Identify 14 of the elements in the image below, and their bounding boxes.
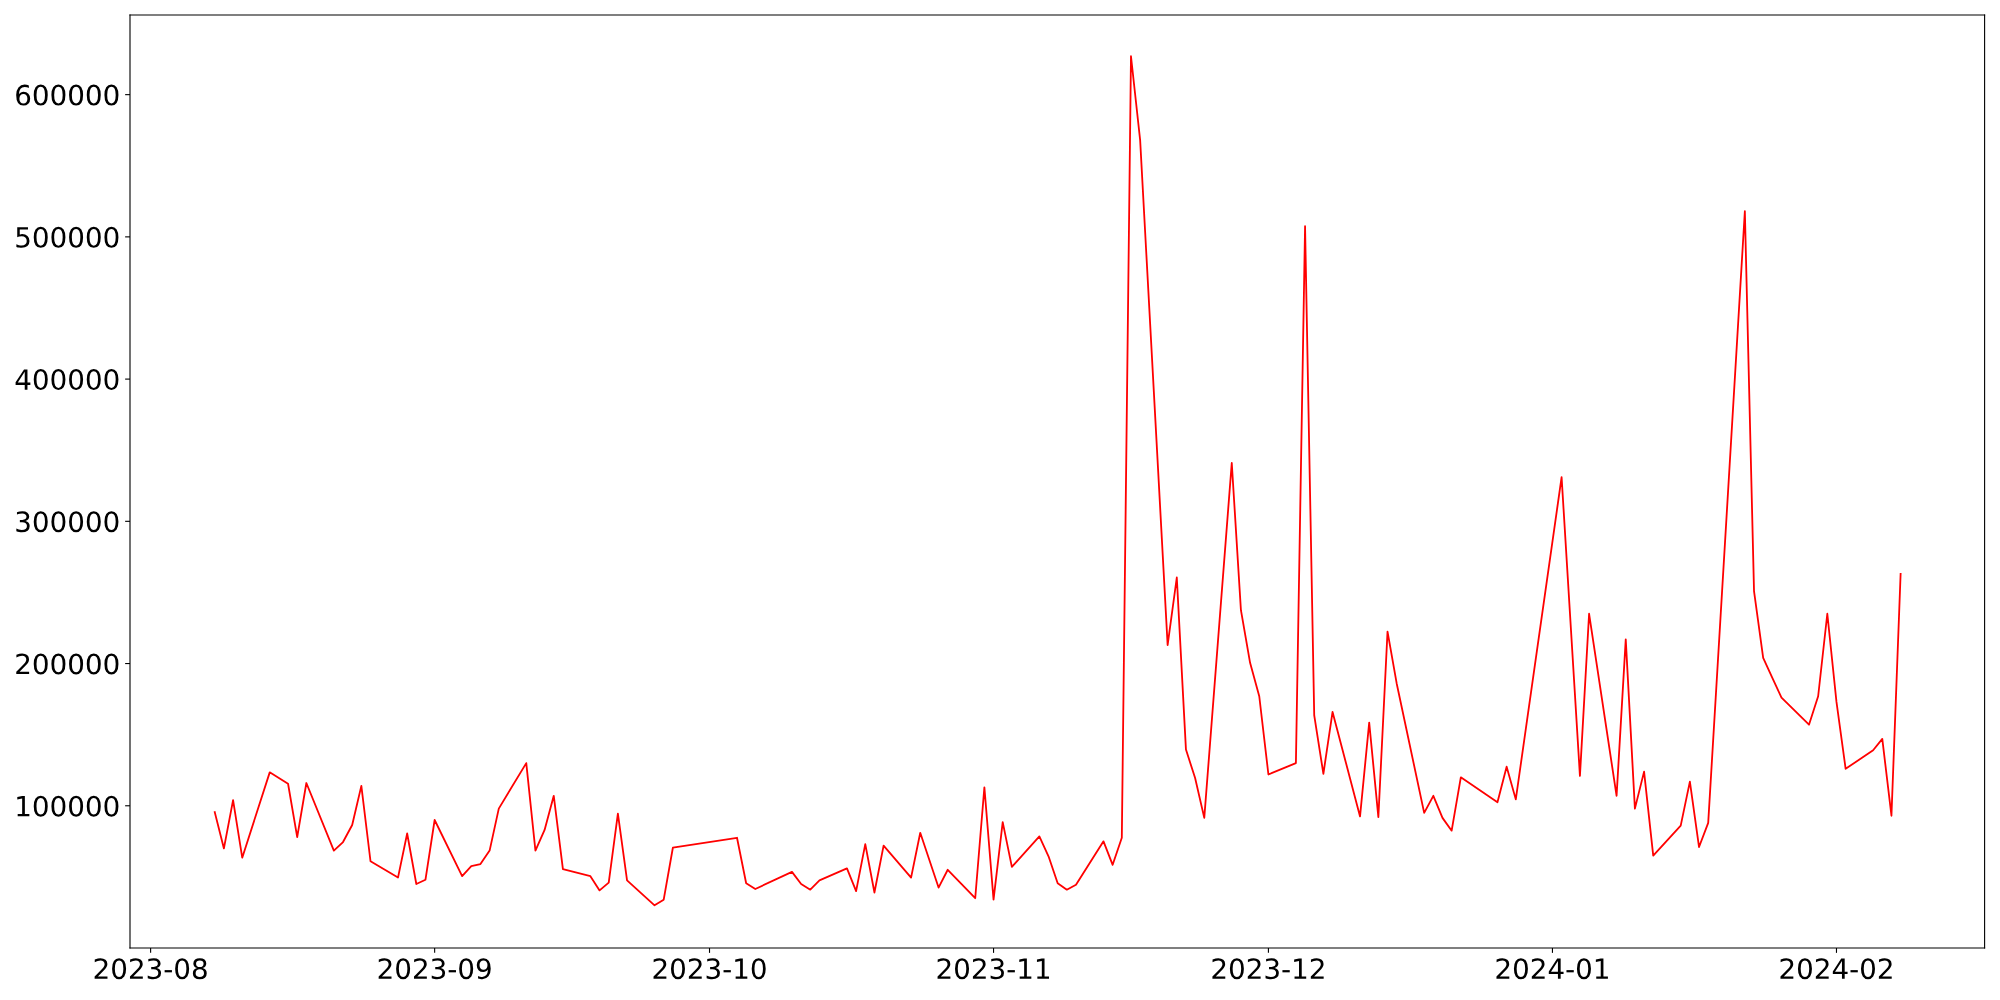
x-tick-label: 2023-12 — [1212, 958, 1324, 980]
y-tick-label: 200000 — [16, 653, 119, 675]
x-tick-label: 2024-01 — [1496, 958, 1608, 980]
y-tick-label: 500000 — [16, 226, 119, 248]
line-series — [213, 55, 1902, 907]
x-tick-label: 2024-02 — [1780, 958, 1892, 980]
y-tick-label: 300000 — [16, 511, 119, 533]
x-tick-label: 2023-08 — [94, 958, 207, 980]
y-tick-label: 100000 — [17, 795, 119, 817]
x-tick-label: 2023-09 — [378, 958, 491, 980]
y-tick-label: 600000 — [16, 84, 119, 106]
x-tick-label: 2023-10 — [653, 958, 766, 980]
x-tick-label: 2023-11 — [937, 958, 1050, 980]
y-tick-label: 400000 — [15, 369, 119, 391]
